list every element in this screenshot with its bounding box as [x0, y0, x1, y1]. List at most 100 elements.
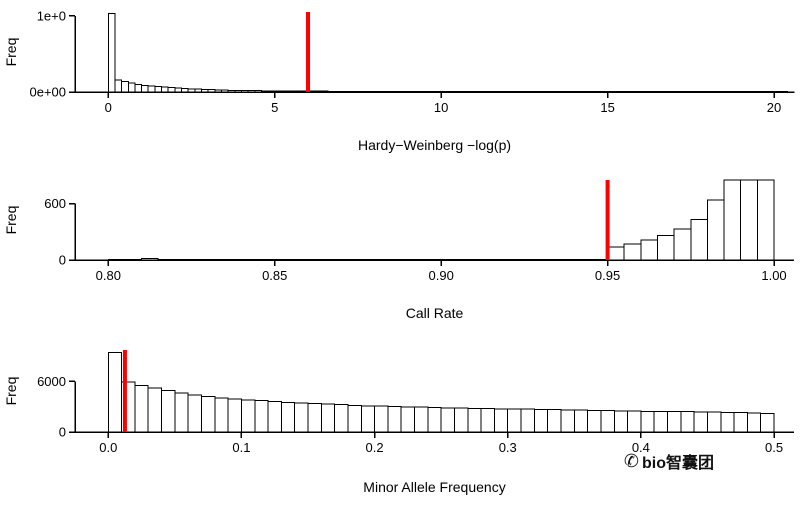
x-tick-label: 0.3 — [499, 440, 517, 455]
histogram-bar — [467, 407, 482, 433]
histogram-bar — [760, 412, 775, 433]
y-tick-label: 0e+00 — [29, 85, 66, 100]
histogram-bar — [127, 82, 136, 93]
histogram-bar — [161, 390, 176, 433]
histogram-bar — [706, 199, 725, 261]
histogram-bar — [134, 83, 143, 93]
x-tick-label: 1.00 — [761, 268, 786, 283]
y-axis-title: Freq — [3, 206, 19, 235]
y-axis-title: Freq — [3, 377, 19, 406]
maf-histogram: 0.0 0.1 0.2 0.3 0.4 0.5 0 6000 Minor Allele Freq… — [3, 350, 794, 495]
x-tick-label: 0.0 — [99, 440, 117, 455]
x-tick-label: 10 — [434, 100, 448, 115]
x-tick-label: 0.95 — [595, 268, 620, 283]
histogram-bar — [134, 385, 149, 433]
histogram-bar — [657, 235, 675, 261]
histogram-bar — [600, 409, 615, 433]
x-tick-label: 0.85 — [262, 268, 287, 283]
histogram-bar — [723, 179, 742, 261]
histogram-bar — [746, 412, 762, 433]
histogram-bar — [360, 405, 376, 433]
histogram-bar — [680, 411, 695, 433]
watermark-text: bio智囊团 — [642, 455, 714, 472]
histogram-bar — [533, 409, 549, 433]
histogram-bar — [147, 85, 156, 93]
histogram-bar — [107, 13, 116, 93]
histogram-bar — [733, 412, 748, 433]
histogram-bar — [347, 404, 362, 433]
histogram-bar — [280, 401, 296, 433]
histogram-bar — [740, 179, 758, 261]
histogram-bar — [587, 409, 602, 433]
histogram-bar — [673, 228, 692, 261]
histogram-bar — [267, 401, 282, 433]
histogram-bar — [613, 410, 629, 433]
histogram-bar — [493, 408, 509, 433]
histogram-bar — [147, 387, 163, 433]
histogram-bar — [154, 86, 163, 93]
histogram-bar — [756, 179, 775, 261]
histogram-bar — [667, 411, 682, 433]
phone-icon: ✆ — [623, 451, 639, 471]
histogram-bar — [214, 397, 229, 433]
x-tick-label: 20 — [767, 100, 781, 115]
histogram-bar — [520, 408, 535, 433]
histogram-bar — [640, 410, 655, 433]
x-axis-title: Call Rate — [406, 305, 464, 321]
histogram-bar — [706, 411, 722, 433]
histogram-bar — [560, 409, 575, 433]
histogram-bar — [200, 395, 216, 433]
x-tick-label: 0.4 — [632, 440, 650, 455]
y-tick-label: 0 — [59, 253, 66, 268]
histogram-bar — [227, 398, 242, 433]
y-tick-label: 1e+0 — [37, 8, 66, 23]
histogram-bar — [453, 407, 469, 433]
x-axis-title: Minor Allele Frequency — [363, 479, 505, 495]
histogram-bar — [254, 400, 269, 433]
histogram-bar — [607, 246, 625, 261]
histogram-bar — [427, 406, 442, 433]
x-tick-label: 0.1 — [232, 440, 250, 455]
y-axis-title: Freq — [3, 38, 19, 67]
x-axis-title: Hardy−Weinberg −log(p) — [358, 137, 511, 153]
histogram-bar — [690, 219, 708, 261]
x-tick-label: 0.80 — [96, 268, 121, 283]
histogram-bar — [480, 407, 495, 433]
y-tick-label: 600 — [44, 196, 66, 211]
histogram-bar — [240, 399, 256, 433]
histogram-bar — [121, 81, 129, 93]
watermark: ✆ bio智囊团 — [624, 449, 714, 473]
histogram-bar — [640, 239, 659, 261]
histogram-bar — [320, 403, 336, 433]
call-rate-histogram: 0.80 0.85 0.90 0.95 1.00 0 600 Call Rate Freq — [3, 179, 794, 321]
x-tick-label: 5 — [271, 100, 278, 115]
histogram-bar — [400, 406, 416, 433]
histogram-bar — [334, 404, 349, 433]
x-tick-label: 0.90 — [429, 268, 454, 283]
x-tick-label: 0.2 — [366, 440, 384, 455]
histogram-bar — [141, 84, 149, 93]
histogram-bar — [114, 79, 123, 93]
histogram-bar — [623, 243, 642, 261]
y-tick-label: 0 — [59, 425, 66, 440]
histogram-bar — [374, 405, 389, 433]
x-tick-label: 15 — [600, 100, 614, 115]
x-tick-label: 0 — [105, 100, 112, 115]
histogram-bar — [414, 406, 429, 433]
histogram-bar — [174, 392, 189, 433]
histogram-bar — [187, 394, 202, 433]
histogram-bar — [307, 403, 322, 433]
histogram-bar — [294, 402, 309, 433]
histogram-bar — [653, 410, 669, 433]
histogram-bar — [573, 409, 589, 433]
histogram-bar — [627, 410, 642, 433]
histogram-bar — [107, 352, 123, 433]
x-tick-label: 0.5 — [765, 440, 783, 455]
y-tick-label: 6000 — [37, 374, 66, 389]
histogram-bar — [693, 411, 708, 433]
histogram-bar — [720, 412, 735, 433]
histogram-bar — [440, 407, 455, 433]
histogram-bar — [547, 409, 562, 433]
histogram-bar — [387, 406, 402, 433]
